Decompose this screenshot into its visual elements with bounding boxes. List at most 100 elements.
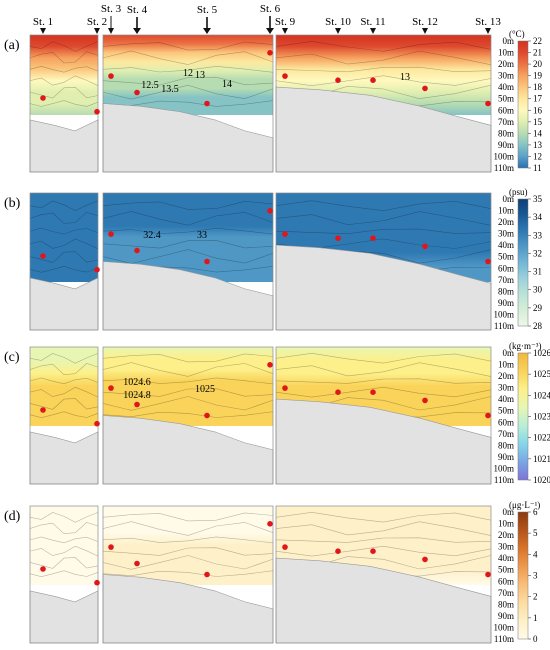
station-arrow-head [133, 28, 141, 34]
isoline [275, 66, 492, 73]
bathymetry [29, 431, 99, 485]
station-marker: St. 1 [33, 16, 53, 34]
station-label: St. 2 [87, 16, 107, 28]
depth-label: 20m [498, 371, 514, 381]
depth-label: 40m [498, 240, 514, 250]
isoline [29, 41, 99, 52]
colorbar-tick-label: 1020 [533, 475, 550, 485]
colorbar-unit: (kg·m⁻³) [509, 341, 541, 351]
section-3 [275, 192, 492, 331]
isoline [102, 353, 274, 363]
isoline [275, 521, 492, 536]
isoline [102, 200, 274, 210]
depth-label: 0m [502, 194, 514, 204]
depth-label: 100m [493, 310, 514, 320]
isoline [29, 570, 99, 578]
sample-point [108, 231, 114, 237]
colorbar-tick-label: 1022 [533, 433, 550, 443]
data-field [30, 347, 98, 426]
station-marker: St. 11 [360, 16, 386, 34]
isoline [102, 76, 274, 86]
depth-label: 10m [498, 360, 514, 370]
colorbar-tick-label: 1026 [533, 348, 550, 358]
colorbar [517, 40, 529, 169]
depth-label: 100m [493, 152, 514, 162]
colorbar-tick-label: 4 [533, 549, 538, 559]
section-3 [275, 34, 492, 173]
depth-label: 30m [498, 383, 514, 393]
station-arrow-head [108, 28, 114, 34]
isoline [102, 41, 274, 51]
isoline [29, 411, 99, 419]
colorbar-tick-label: 1025 [533, 369, 550, 379]
isoline-label: 13.5 [161, 84, 179, 95]
depth-label: 80m [498, 286, 514, 296]
colorbar-tick-label: 34 [533, 212, 543, 222]
sample-point [267, 208, 273, 214]
station-marker: St. 4 [127, 4, 148, 34]
sample-point [422, 243, 428, 250]
isoline [29, 377, 99, 385]
panel-label: (a) [4, 38, 20, 53]
station-label: St. 13 [475, 16, 501, 28]
isoline-label: 1024.6 [123, 377, 151, 388]
isoline [102, 512, 274, 522]
sample-point [94, 108, 100, 115]
colorbar-tick-label: 29 [533, 303, 543, 313]
isoline [102, 211, 274, 226]
colorbar-tick-label: 1023 [533, 412, 550, 422]
station-label: St. 1 [33, 16, 53, 28]
isoline [275, 362, 492, 377]
depth-label: 20m [498, 59, 514, 69]
depth-label: 10m [498, 206, 514, 216]
sample-point [370, 77, 376, 83]
station-label: St. 4 [127, 4, 148, 16]
sample-point [485, 571, 491, 578]
station-marker: St. 10 [325, 16, 351, 34]
isoline [29, 353, 99, 364]
isoline-label: 14 [222, 79, 232, 90]
section-1 [29, 505, 100, 644]
isoline-label: 12.5 [141, 80, 159, 91]
colorbar-tick-label: 14 [533, 128, 543, 138]
section-frame [102, 505, 274, 644]
depth-label: 110m [494, 475, 514, 485]
sample-point [204, 258, 210, 265]
station-marker: St. 13 [475, 16, 501, 34]
depth-label: 50m [498, 252, 514, 262]
station-marker: St. 5 [197, 4, 218, 34]
isoline [275, 352, 492, 364]
station-label: St. 9 [275, 16, 296, 28]
sample-point [108, 385, 114, 391]
colorbar-tick-label: 16 [533, 105, 543, 115]
isoline [29, 522, 99, 535]
isoline [102, 50, 274, 65]
sample-point [335, 389, 341, 396]
colorbar-tick-label: 21 [533, 48, 542, 58]
depth-label: 10m [498, 519, 514, 529]
station-arrow-head [485, 28, 491, 34]
isoline [102, 396, 274, 411]
isoline [275, 537, 492, 543]
depth-label: 60m [498, 576, 514, 586]
sample-point [422, 397, 428, 404]
sample-point [267, 50, 273, 56]
section-2 [102, 34, 274, 173]
isoline [29, 86, 99, 99]
colorbar-tick-label: 0 [533, 634, 538, 644]
sample-point [485, 412, 491, 419]
isoline [29, 386, 99, 398]
sample-point [40, 95, 46, 101]
bathymetry [29, 590, 99, 644]
sample-point [267, 521, 273, 527]
depth-label: 100m [493, 623, 514, 633]
depth-label: 0m [502, 36, 514, 46]
isoline [29, 251, 99, 263]
sample-point [370, 389, 376, 396]
sample-point [335, 548, 341, 554]
colorbar-tick-label: 30 [533, 285, 543, 295]
depth-label: 50m [498, 94, 514, 104]
